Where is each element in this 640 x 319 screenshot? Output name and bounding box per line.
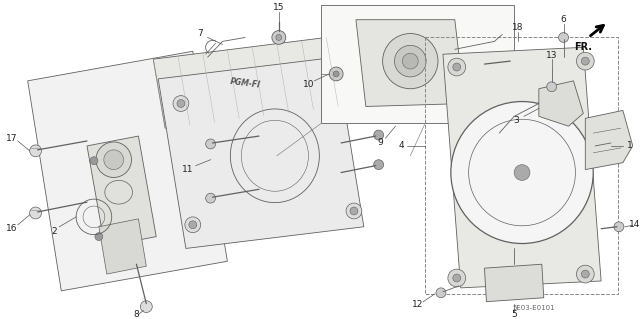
Text: 18: 18 (513, 23, 524, 32)
Circle shape (448, 58, 466, 76)
Circle shape (329, 67, 343, 81)
Polygon shape (586, 110, 633, 170)
Polygon shape (28, 51, 227, 291)
Circle shape (453, 274, 461, 282)
Text: 7: 7 (197, 29, 203, 38)
Circle shape (514, 165, 530, 181)
Text: 17: 17 (6, 134, 18, 143)
Polygon shape (356, 20, 465, 107)
Circle shape (95, 233, 103, 241)
Text: 6: 6 (561, 15, 566, 24)
Circle shape (453, 63, 461, 71)
Text: 9: 9 (378, 138, 383, 147)
Circle shape (559, 33, 568, 42)
Circle shape (29, 145, 42, 157)
Circle shape (451, 101, 593, 243)
Circle shape (96, 142, 131, 177)
Circle shape (346, 203, 362, 219)
Text: 12: 12 (412, 300, 423, 309)
Circle shape (507, 56, 517, 66)
Circle shape (436, 288, 446, 298)
Circle shape (173, 96, 189, 111)
Text: 5E03-E0101: 5E03-E0101 (513, 305, 556, 311)
Text: 13: 13 (546, 51, 557, 60)
Circle shape (403, 53, 418, 69)
Text: 10: 10 (303, 80, 314, 89)
Circle shape (337, 78, 345, 86)
Circle shape (185, 217, 201, 233)
Bar (425, 37, 618, 294)
Polygon shape (484, 264, 544, 302)
Text: 15: 15 (273, 4, 285, 12)
Circle shape (374, 130, 383, 140)
Polygon shape (539, 81, 583, 126)
Circle shape (350, 207, 358, 215)
Circle shape (104, 150, 124, 170)
Circle shape (272, 31, 285, 44)
Circle shape (577, 265, 594, 283)
Circle shape (547, 82, 557, 92)
Text: 14: 14 (629, 220, 640, 229)
Polygon shape (443, 47, 601, 288)
Text: 5: 5 (511, 310, 517, 319)
Circle shape (383, 33, 438, 89)
Polygon shape (153, 37, 338, 128)
Text: 11: 11 (182, 165, 194, 174)
Polygon shape (158, 57, 364, 249)
Circle shape (577, 52, 594, 70)
Circle shape (205, 139, 216, 149)
Text: 3: 3 (513, 116, 519, 125)
Text: 8: 8 (134, 310, 140, 319)
Circle shape (177, 100, 185, 108)
Bar (321, 5, 514, 123)
Polygon shape (87, 136, 156, 247)
Circle shape (205, 193, 216, 203)
Circle shape (140, 301, 152, 313)
Circle shape (189, 221, 196, 229)
Circle shape (448, 269, 466, 287)
Circle shape (581, 57, 589, 65)
Circle shape (581, 270, 589, 278)
Circle shape (374, 160, 383, 170)
Text: FR.: FR. (574, 42, 593, 52)
Circle shape (394, 45, 426, 77)
Circle shape (90, 157, 98, 165)
Circle shape (614, 222, 624, 232)
Text: 2: 2 (52, 227, 57, 236)
Circle shape (333, 74, 349, 90)
Text: 16: 16 (6, 224, 18, 233)
Circle shape (333, 71, 339, 77)
Text: PGM-FI: PGM-FI (229, 78, 261, 90)
Text: 4: 4 (399, 141, 404, 151)
Text: 1: 1 (627, 141, 633, 151)
Circle shape (29, 207, 42, 219)
Circle shape (276, 34, 282, 41)
Polygon shape (99, 219, 147, 274)
